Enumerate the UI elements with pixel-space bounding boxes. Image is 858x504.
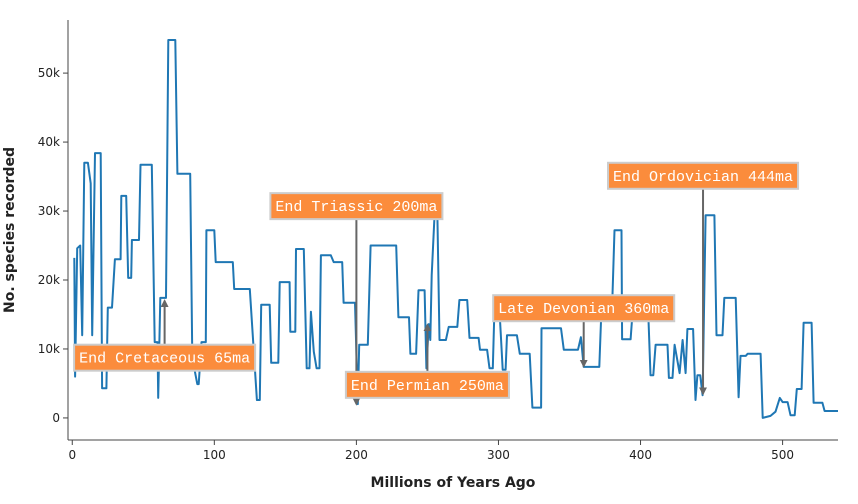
y-tick-label: 0 xyxy=(52,411,60,425)
y-axis-title: No. species recorded xyxy=(2,147,18,313)
annotation: End Permian 250ma xyxy=(344,370,510,399)
annotation-box xyxy=(73,343,257,372)
annotation-text: End Permian 250ma xyxy=(351,378,504,395)
annotation-text: End Cretaceous 65ma xyxy=(79,351,250,368)
annotation: Late Devonian 360ma xyxy=(492,294,676,323)
x-axis-title: Millions of Years Ago xyxy=(371,475,536,491)
annotation-text: End Triassic 200ma xyxy=(275,199,437,216)
annotation: End Cretaceous 65ma xyxy=(73,343,257,372)
x-tick-label: 300 xyxy=(487,448,510,462)
annotation-box xyxy=(344,370,510,399)
annotation-box xyxy=(269,192,444,221)
annotation-box xyxy=(607,161,800,190)
x-tick-label: 400 xyxy=(629,448,652,462)
y-tick-label: 50k xyxy=(38,66,60,80)
annotation-box xyxy=(492,294,676,323)
y-tick-label: 10k xyxy=(38,342,60,356)
annotation-text: Late Devonian 360ma xyxy=(498,301,669,318)
x-tick-label: 200 xyxy=(345,448,368,462)
x-tick-label: 100 xyxy=(203,448,226,462)
x-tick-label: 0 xyxy=(68,448,76,462)
annotation: End Triassic 200ma xyxy=(269,192,444,221)
annotation-text: End Ordovician 444ma xyxy=(613,169,793,186)
annotation: End Ordovician 444ma xyxy=(607,161,800,190)
x-tick-label: 500 xyxy=(771,448,794,462)
y-tick-label: 30k xyxy=(38,204,60,218)
y-tick-label: 20k xyxy=(38,273,60,287)
y-tick-label: 40k xyxy=(38,135,60,149)
